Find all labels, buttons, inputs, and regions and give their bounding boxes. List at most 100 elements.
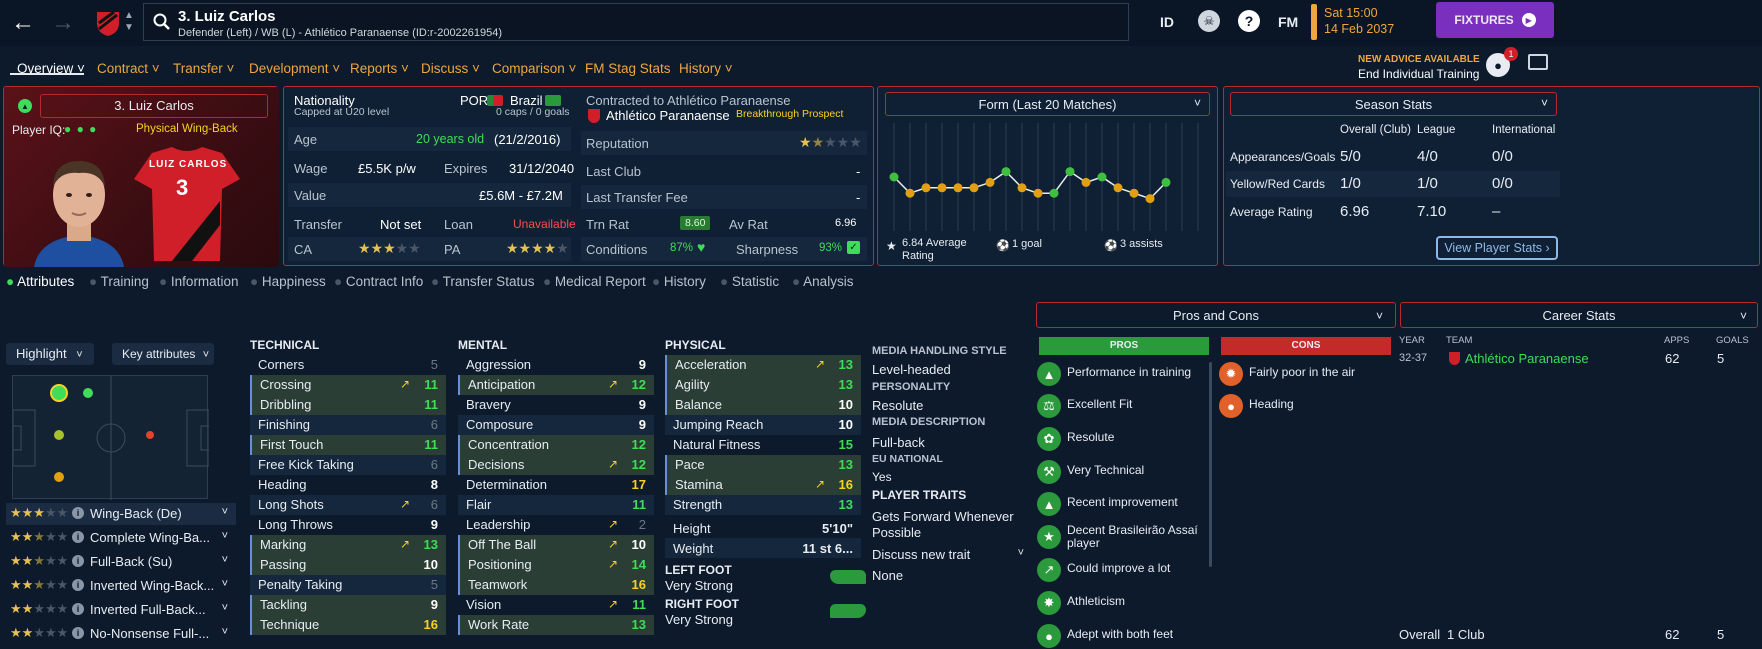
form-point[interactable] xyxy=(937,183,947,193)
attribute-row[interactable]: Corners 5 xyxy=(250,355,446,375)
date-line2[interactable]: 14 Feb 2037 xyxy=(1324,22,1395,36)
forward-arrow-icon[interactable]: → xyxy=(51,9,75,36)
form-point[interactable] xyxy=(1129,188,1139,198)
tab-statistic[interactable]: ● Statistic xyxy=(720,274,780,289)
tab-happiness[interactable]: ● Happiness xyxy=(250,274,326,289)
tab-overview[interactable]: Overview ˅ xyxy=(17,61,85,76)
role-chevron-icon[interactable]: ˅ xyxy=(221,530,228,542)
attribute-row[interactable]: Jumping Reach 10 xyxy=(665,415,861,435)
attribute-row[interactable]: Balance 10 xyxy=(665,395,861,415)
role-chevron-icon[interactable]: ˅ xyxy=(221,602,228,614)
attribute-row[interactable]: Crossing ↗ 11 xyxy=(250,375,446,395)
role-row[interactable]: ★★★★★ i No-Nonsense Full-... ˅ xyxy=(6,623,236,645)
form-point[interactable] xyxy=(1049,188,1059,198)
attribute-row[interactable]: Technique 16 xyxy=(250,615,446,635)
form-point[interactable] xyxy=(1161,177,1171,187)
advice-title[interactable]: NEW ADVICE AVAILABLE xyxy=(1358,54,1480,65)
attribute-row[interactable]: Acceleration ↗ 13 xyxy=(665,355,861,375)
role-chevron-icon[interactable]: ˅ xyxy=(221,626,228,638)
attribute-row[interactable]: Anticipation ↗ 12 xyxy=(458,375,654,395)
role-row[interactable]: ★★★★★ i Wing-Back (De) ˅ xyxy=(6,503,236,525)
attribute-row[interactable]: Concentration 12 xyxy=(458,435,654,455)
attribute-row[interactable]: Finishing 6 xyxy=(250,415,446,435)
discuss-trait-dropdown[interactable]: Discuss new trait ˅ xyxy=(872,547,1024,567)
attribute-row[interactable]: Heading 8 xyxy=(250,475,446,495)
role-chevron-icon[interactable]: ˅ xyxy=(221,578,228,590)
form-point[interactable] xyxy=(969,183,979,193)
tab-information[interactable]: ● Information xyxy=(159,274,239,289)
role-row[interactable]: ★★★★★ i Inverted Wing-Back... ˅ xyxy=(6,575,236,597)
tab-reports[interactable]: Reports ˅ xyxy=(350,61,409,76)
attribute-row[interactable]: Passing 10 xyxy=(250,555,446,575)
role-row[interactable]: ★★★★★ i Complete Wing-Ba... ˅ xyxy=(6,527,236,549)
attribute-row[interactable]: Composure 9 xyxy=(458,415,654,435)
attribute-row[interactable]: First Touch 11 xyxy=(250,435,446,455)
attribute-row[interactable]: Bravery 9 xyxy=(458,395,654,415)
tab-development[interactable]: Development ˅ xyxy=(249,61,341,76)
search-bar[interactable]: 3. Luiz Carlos Defender (Left) / WB (L) … xyxy=(143,3,1129,41)
form-point[interactable] xyxy=(1113,183,1123,193)
tab-training[interactable]: ● Training xyxy=(89,274,149,289)
form-point[interactable] xyxy=(1097,172,1107,182)
form-point[interactable] xyxy=(1065,167,1075,177)
monitor-icon[interactable] xyxy=(1528,54,1548,70)
tab-contract[interactable]: Contract ˅ xyxy=(97,61,160,76)
date-line1[interactable]: Sat 15:00 xyxy=(1324,6,1378,20)
highlight-dropdown[interactable]: Highlight ˅ xyxy=(6,343,94,365)
pros-scrollbar[interactable] xyxy=(1209,362,1212,567)
attribute-row[interactable]: Decisions ↗ 12 xyxy=(458,455,654,475)
attribute-row[interactable]: Leadership ↗ 2 xyxy=(458,515,654,535)
attribute-row[interactable]: Free Kick Taking 6 xyxy=(250,455,446,475)
club-crest-icon[interactable] xyxy=(94,9,122,37)
tab-contract-info[interactable]: ● Contract Info xyxy=(334,274,424,289)
form-point[interactable] xyxy=(905,188,915,198)
attribute-row[interactable]: Vision ↗ 11 xyxy=(458,595,654,615)
crest-chevron-icon[interactable]: ▲ ▼ xyxy=(124,10,134,33)
info-icon[interactable]: i xyxy=(72,579,84,591)
attribute-row[interactable]: Aggression 9 xyxy=(458,355,654,375)
attribute-row[interactable]: Teamwork 16 xyxy=(458,575,654,595)
attribute-row[interactable]: Pace 13 xyxy=(665,455,861,475)
attribute-row[interactable]: Long Throws 9 xyxy=(250,515,446,535)
skull-icon[interactable]: ☠ xyxy=(1198,10,1220,32)
info-icon[interactable]: i xyxy=(72,531,84,543)
attribute-row[interactable]: Natural Fitness 15 xyxy=(665,435,861,455)
tab-fm-stag-stats[interactable]: FM Stag Stats xyxy=(585,61,671,76)
form-dropdown[interactable]: Form (Last 20 Matches) ˅ xyxy=(885,92,1210,116)
role-row[interactable]: ★★★★★ i Full-Back (Su) ˅ xyxy=(6,551,236,573)
attribute-row[interactable]: Flair 11 xyxy=(458,495,654,515)
tab-transfer-status[interactable]: ● Transfer Status xyxy=(431,274,535,289)
attribute-row[interactable]: Positioning ↗ 14 xyxy=(458,555,654,575)
fixtures-button[interactable]: FIXTURES ▶ xyxy=(1436,2,1554,38)
tab-history-sub[interactable]: ● History xyxy=(652,274,706,289)
tab-history[interactable]: History ˅ xyxy=(679,61,733,76)
form-point[interactable] xyxy=(921,183,931,193)
form-point[interactable] xyxy=(1001,167,1011,177)
career-row[interactable]: 32-37 Athlético Paranaense 62 5 xyxy=(1399,349,1757,369)
tab-transfer[interactable]: Transfer ˅ xyxy=(173,61,235,76)
view-player-stats-button[interactable]: View Player Stats › xyxy=(1436,236,1558,260)
help-icon[interactable]: ? xyxy=(1238,10,1260,32)
attribute-row[interactable]: Stamina ↗ 16 xyxy=(665,475,861,495)
role-chevron-icon[interactable]: ˅ xyxy=(221,554,228,566)
fm-logo[interactable]: FM xyxy=(1278,14,1299,30)
tab-attributes[interactable]: ● Attributes xyxy=(6,274,75,289)
attribute-row[interactable]: Long Shots ↗ 6 xyxy=(250,495,446,515)
career-team[interactable]: Athlético Paranaense xyxy=(1465,351,1589,366)
info-icon[interactable]: i xyxy=(72,555,84,567)
attribute-row[interactable]: Strength 13 xyxy=(665,495,861,515)
season-dropdown[interactable]: Season Stats ˅ xyxy=(1230,92,1557,116)
role-row[interactable]: ★★★★★ i Inverted Full-Back... ˅ xyxy=(6,599,236,621)
tab-medical-report[interactable]: ● Medical Report xyxy=(543,274,646,289)
pros-cons-header[interactable]: Pros and Cons ˅ xyxy=(1036,302,1396,328)
career-header[interactable]: Career Stats ˅ xyxy=(1400,302,1758,328)
attribute-row[interactable]: Penalty Taking 5 xyxy=(250,575,446,595)
calendar-icon[interactable] xyxy=(1311,4,1317,40)
attribute-row[interactable]: Agility 13 xyxy=(665,375,861,395)
attribute-row[interactable]: Tackling 9 xyxy=(250,595,446,615)
attribute-row[interactable]: Off The Ball ↗ 10 xyxy=(458,535,654,555)
role-chevron-icon[interactable]: ˅ xyxy=(221,506,228,518)
club-name[interactable]: Athlético Paranaense xyxy=(606,108,730,123)
form-point[interactable] xyxy=(889,172,899,182)
form-point[interactable] xyxy=(1081,177,1091,187)
